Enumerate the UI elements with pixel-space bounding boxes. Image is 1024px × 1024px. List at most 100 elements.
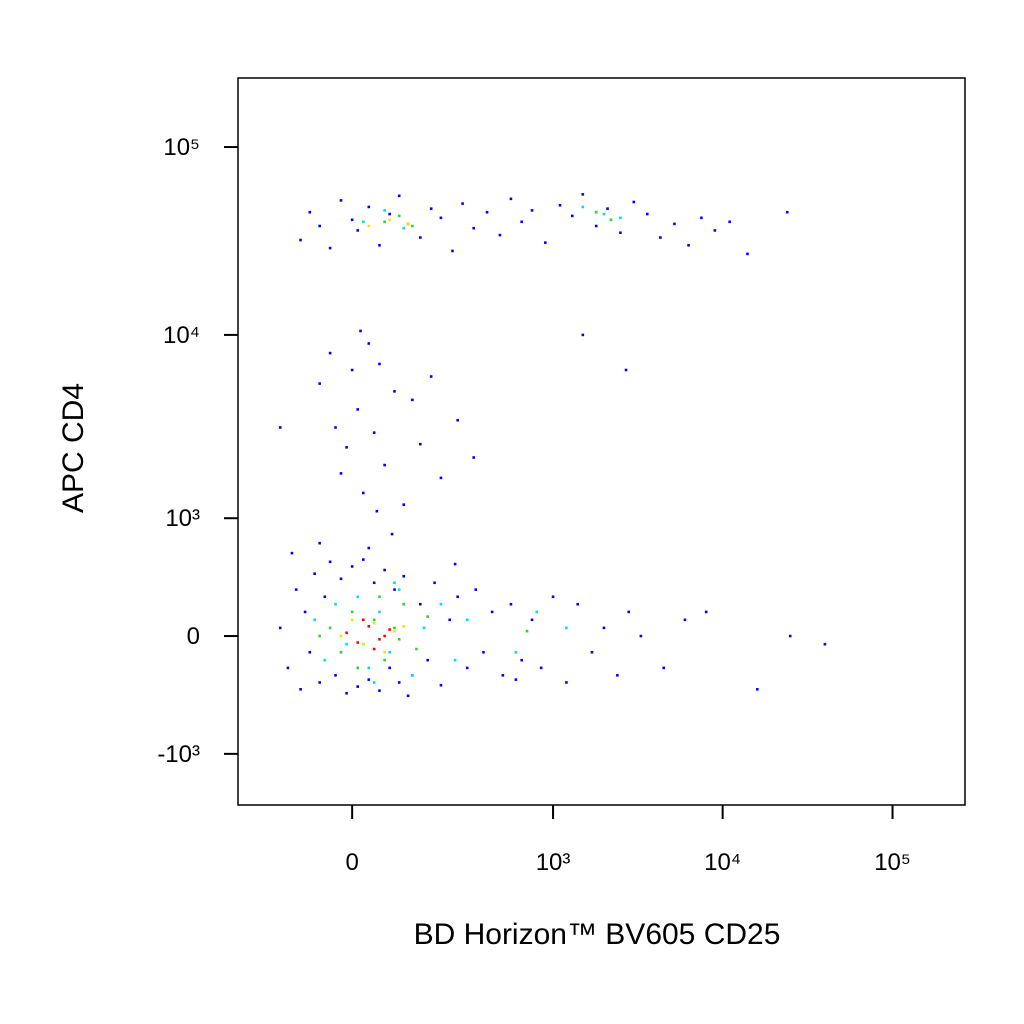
- data-point: [520, 220, 523, 224]
- data-point: [419, 602, 422, 606]
- data-point: [439, 683, 443, 687]
- data-point: [509, 602, 513, 606]
- data-point: [356, 408, 360, 411]
- data-point: [350, 610, 354, 614]
- data-point: [397, 588, 401, 591]
- data-point: [383, 463, 386, 467]
- data-point: [367, 624, 371, 628]
- data-point: [498, 233, 502, 237]
- data-point: [482, 650, 485, 654]
- y-tick-label: 10⁵: [163, 134, 200, 161]
- data-point: [397, 681, 401, 684]
- data-point: [378, 689, 381, 692]
- data-point: [294, 588, 298, 591]
- data-point: [328, 626, 332, 630]
- data-point: [525, 629, 529, 633]
- data-point: [278, 626, 282, 630]
- data-point: [356, 595, 360, 599]
- data-point: [388, 218, 391, 222]
- data-point: [383, 568, 386, 572]
- data-point: [318, 382, 321, 385]
- data-point: [700, 216, 703, 220]
- data-point: [461, 202, 464, 205]
- data-point: [323, 658, 327, 662]
- data-point: [339, 634, 343, 638]
- data-point: [619, 216, 622, 220]
- data-point: [472, 226, 476, 230]
- data-point: [308, 210, 312, 214]
- data-point: [439, 216, 443, 220]
- plot-frame: [237, 77, 966, 806]
- data-point: [345, 446, 348, 449]
- data-point: [609, 218, 613, 222]
- data-point: [383, 209, 386, 212]
- y-axis-label: APC CD4: [57, 383, 90, 513]
- data-point: [535, 610, 539, 614]
- data-point: [367, 205, 371, 209]
- data-point: [361, 642, 365, 646]
- x-tick-label: 10³: [536, 849, 571, 876]
- data-point: [393, 588, 396, 591]
- data-point: [704, 610, 708, 614]
- x-tick-label: 0: [345, 849, 358, 876]
- data-point: [367, 546, 371, 550]
- data-point: [350, 565, 354, 568]
- data-point: [429, 375, 433, 378]
- data-point: [627, 610, 631, 614]
- y-tick-label: 10⁴: [163, 322, 200, 349]
- data-point: [785, 210, 789, 214]
- data-point: [372, 431, 376, 434]
- x-tick-label: 10⁴: [704, 849, 741, 876]
- y-tick-label: -10³: [157, 741, 200, 768]
- data-point: [551, 595, 555, 599]
- data-point: [402, 503, 406, 506]
- data-point: [539, 666, 543, 670]
- data-point: [313, 572, 316, 576]
- data-point: [372, 621, 376, 625]
- data-point: [375, 509, 379, 513]
- data-point: [313, 618, 316, 622]
- data-point: [746, 252, 749, 256]
- data-point: [339, 199, 343, 202]
- data-point: [581, 333, 585, 337]
- data-point: [632, 200, 636, 204]
- data-point: [453, 562, 457, 566]
- data-point: [619, 231, 622, 235]
- data-point: [318, 681, 321, 684]
- data-point: [823, 642, 827, 646]
- data-point: [388, 628, 391, 631]
- data-point: [356, 666, 360, 670]
- data-point: [345, 691, 348, 695]
- data-point: [378, 243, 381, 247]
- data-point: [590, 650, 594, 654]
- data-point: [378, 362, 381, 366]
- data-point: [402, 602, 406, 606]
- data-point: [402, 574, 406, 578]
- data-point: [308, 650, 312, 654]
- data-point: [361, 618, 365, 622]
- data-point: [713, 229, 717, 232]
- data-point: [485, 210, 489, 214]
- data-point: [339, 472, 343, 475]
- x-tick-label: 10⁵: [874, 849, 911, 876]
- data-point: [339, 650, 343, 654]
- data-point: [393, 626, 396, 630]
- data-point: [594, 224, 598, 228]
- data-point: [659, 236, 662, 239]
- data-point: [278, 426, 282, 429]
- data-point: [406, 694, 410, 698]
- data-point: [514, 650, 518, 654]
- data-point: [397, 638, 401, 641]
- data-point: [378, 638, 381, 641]
- data-point: [299, 688, 302, 691]
- data-point: [673, 222, 676, 226]
- data-point: [565, 681, 568, 684]
- data-point: [323, 595, 327, 599]
- data-point: [359, 329, 362, 333]
- data-point: [367, 666, 371, 670]
- data-point: [530, 209, 534, 212]
- data-point: [388, 212, 391, 216]
- data-point: [390, 532, 394, 536]
- data-point: [334, 602, 337, 606]
